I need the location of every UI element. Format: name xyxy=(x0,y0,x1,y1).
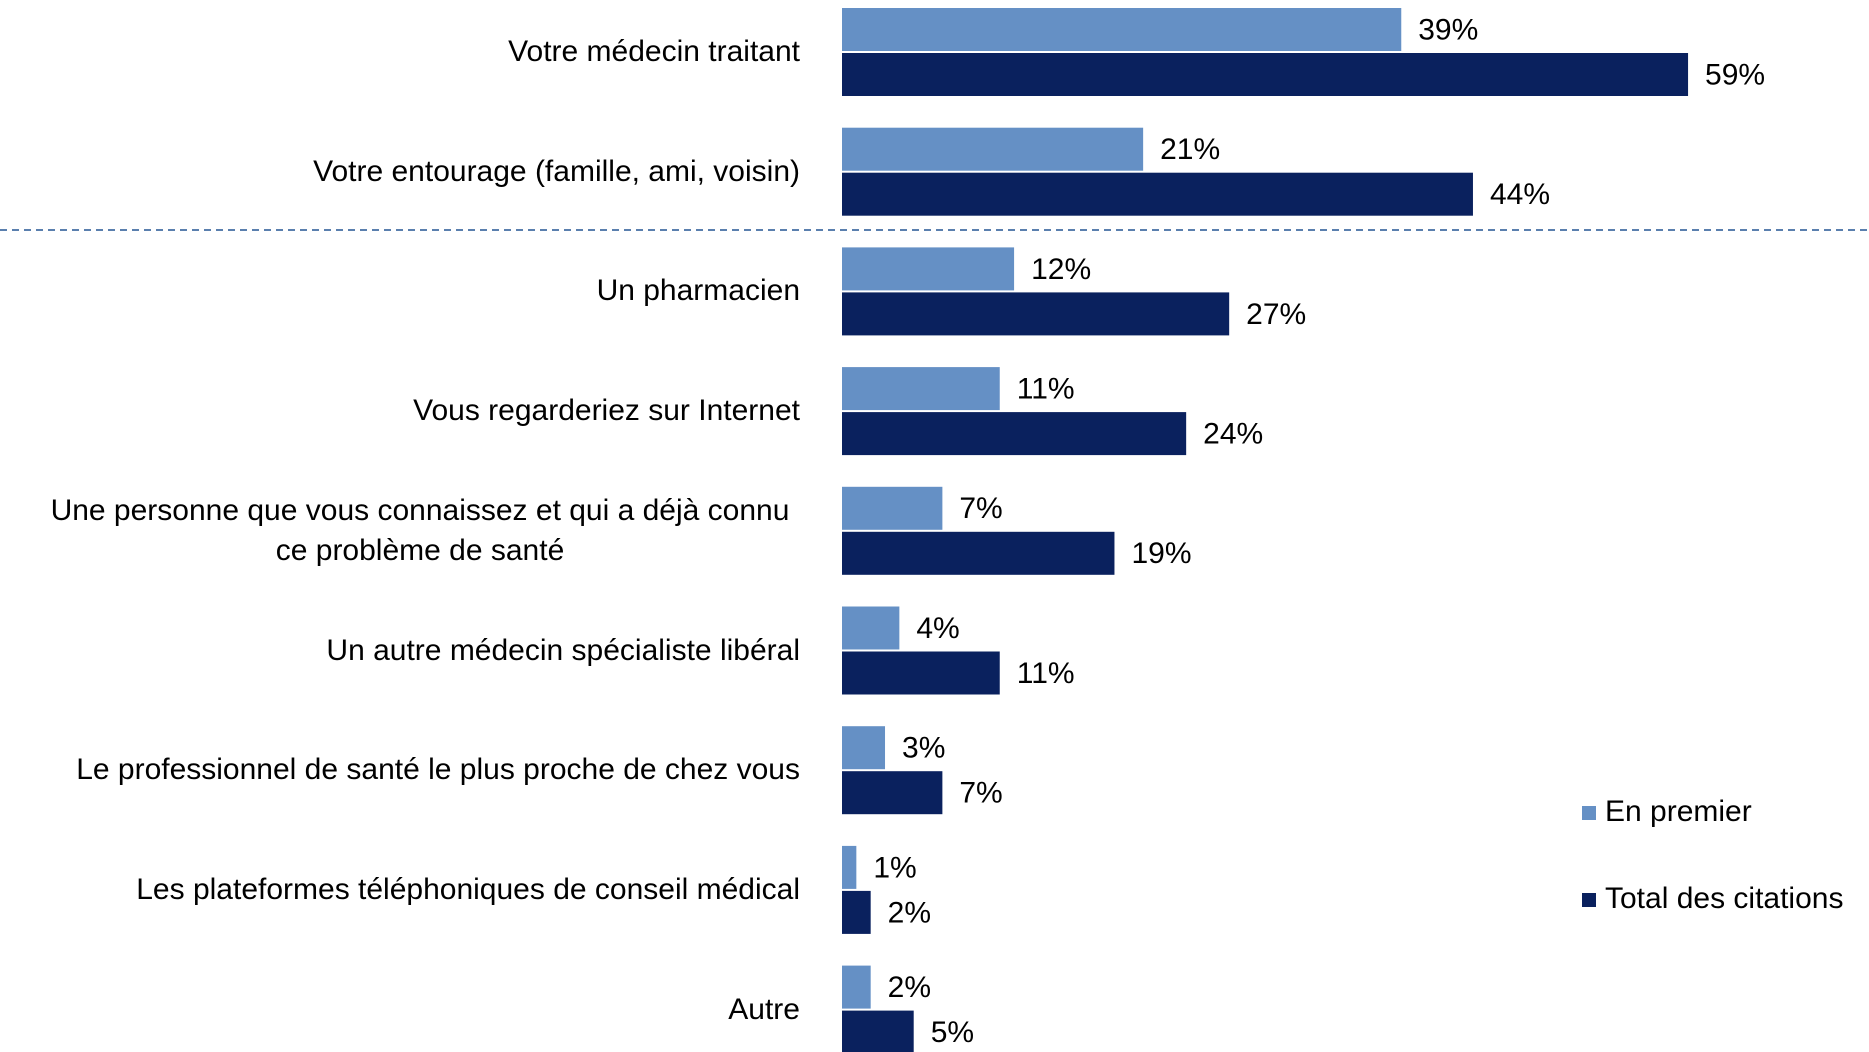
category-text: Un pharmacien xyxy=(596,274,800,308)
category-text: Votre entourage (famille, ami, voisin) xyxy=(313,154,800,188)
legend-label: En premier xyxy=(1605,795,1752,828)
category-label: Une personne que vous connaissez et qui … xyxy=(40,491,800,571)
bar xyxy=(842,247,1015,291)
value-label: 24% xyxy=(1203,418,1263,451)
category-text: Vous regarderiez sur Internet xyxy=(413,394,800,428)
bar xyxy=(842,890,871,934)
value-label: 7% xyxy=(959,777,1002,810)
value-label: 19% xyxy=(1131,537,1191,570)
value-label: 2% xyxy=(888,971,931,1004)
category-label: Autre xyxy=(40,990,800,1030)
bar xyxy=(842,1010,914,1052)
value-label: 12% xyxy=(1031,253,1091,286)
bar xyxy=(842,606,900,650)
category-label: Les plateformes téléphoniques de conseil… xyxy=(40,870,800,910)
bar xyxy=(842,531,1115,575)
bar xyxy=(842,292,1230,336)
value-label: 2% xyxy=(888,896,931,929)
category-text: Les plateformes téléphoniques de conseil… xyxy=(136,872,800,906)
value-label: 1% xyxy=(873,851,916,884)
category-label: Un autre médecin spécialiste libéral xyxy=(40,631,800,671)
bar xyxy=(842,172,1473,216)
bar xyxy=(842,412,1187,456)
value-label: 3% xyxy=(902,732,945,765)
value-label: 4% xyxy=(916,612,959,645)
category-text: Une personne que vous connaissez et qui … xyxy=(50,493,790,567)
bar xyxy=(842,845,857,889)
value-label: 11% xyxy=(1017,373,1075,406)
category-text: Un autre médecin spécialiste libéral xyxy=(326,633,800,667)
value-label: 44% xyxy=(1490,178,1550,211)
category-text: Votre médecin traitant xyxy=(508,35,800,68)
value-label: 27% xyxy=(1246,298,1306,331)
legend-label: Total des citations xyxy=(1605,882,1843,915)
bar xyxy=(842,127,1144,171)
bar xyxy=(842,965,871,1009)
category-label: Votre médecin traitant xyxy=(40,32,800,72)
bar xyxy=(842,651,1000,695)
category-text: Autre xyxy=(728,992,800,1026)
category-label: Le professionnel de santé le plus proche… xyxy=(40,750,800,790)
value-label: 59% xyxy=(1705,58,1765,91)
category-label: Un pharmacien xyxy=(40,271,800,311)
value-label: 7% xyxy=(959,492,1002,525)
value-label: 39% xyxy=(1418,13,1478,46)
category-label: Vous regarderiez sur Internet xyxy=(40,391,800,431)
bar xyxy=(842,8,1402,51)
value-label: 11% xyxy=(1017,657,1075,690)
value-label: 5% xyxy=(931,1016,974,1049)
category-text: Le professionnel de santé le plus proche… xyxy=(76,753,800,787)
bar xyxy=(842,367,1000,411)
category-label: Votre entourage (famille, ami, voisin) xyxy=(40,152,800,192)
bar xyxy=(842,486,943,530)
bar xyxy=(842,771,943,815)
legend-swatch xyxy=(1582,806,1596,820)
bar xyxy=(842,726,886,770)
legend-swatch xyxy=(1582,893,1596,907)
value-label: 21% xyxy=(1160,133,1220,166)
bar xyxy=(842,53,1689,96)
